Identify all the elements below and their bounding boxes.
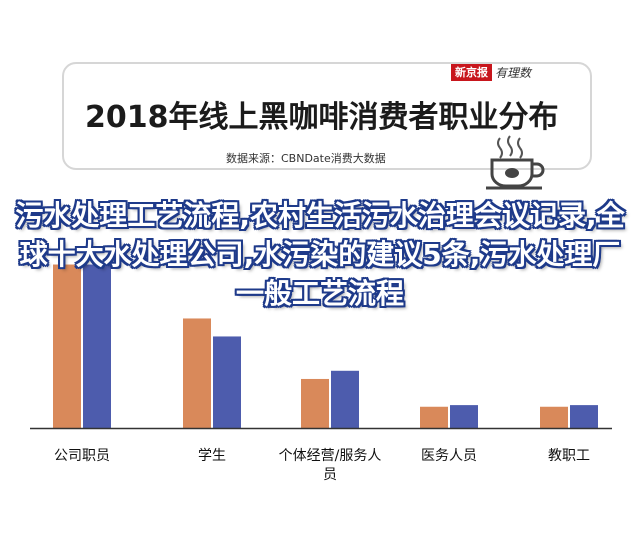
bar-1-4 (420, 406, 448, 428)
bar-2-1 (83, 264, 111, 428)
category-label: 学生 (198, 448, 226, 464)
source-note: 数据来源：CBNDate消费大数据 (226, 152, 386, 165)
category-label: 教职工 (548, 448, 590, 464)
bar-2-4 (450, 405, 478, 428)
bar-1-5 (540, 406, 568, 428)
bar-2-2 (213, 336, 241, 428)
bar-2-5 (570, 405, 598, 428)
coffee-cup-icon (486, 135, 545, 190)
title-panel (62, 62, 592, 170)
category-label: 医务人员 (421, 448, 477, 464)
category-label: 公司职员 (54, 448, 110, 464)
bar-2-3 (331, 370, 359, 428)
brand-logo-badge: 新京报 (451, 64, 492, 81)
brand-logo: 新京报 有理数 (451, 64, 531, 81)
bar-1-1 (53, 264, 81, 428)
chart-title: 2018年线上黑咖啡消费者职业分布 (85, 100, 559, 135)
bar-1-3 (301, 378, 329, 428)
partner-logo-text: 有理数 (495, 66, 532, 80)
overlay-caption: 污水处理工艺流程,农村生活污水治理会议记录,全球十大水处理公司,水污染的建议5条… (15, 199, 625, 310)
category-label: 个体经营/服务人员 (278, 448, 382, 483)
bar-1-2 (183, 318, 211, 428)
